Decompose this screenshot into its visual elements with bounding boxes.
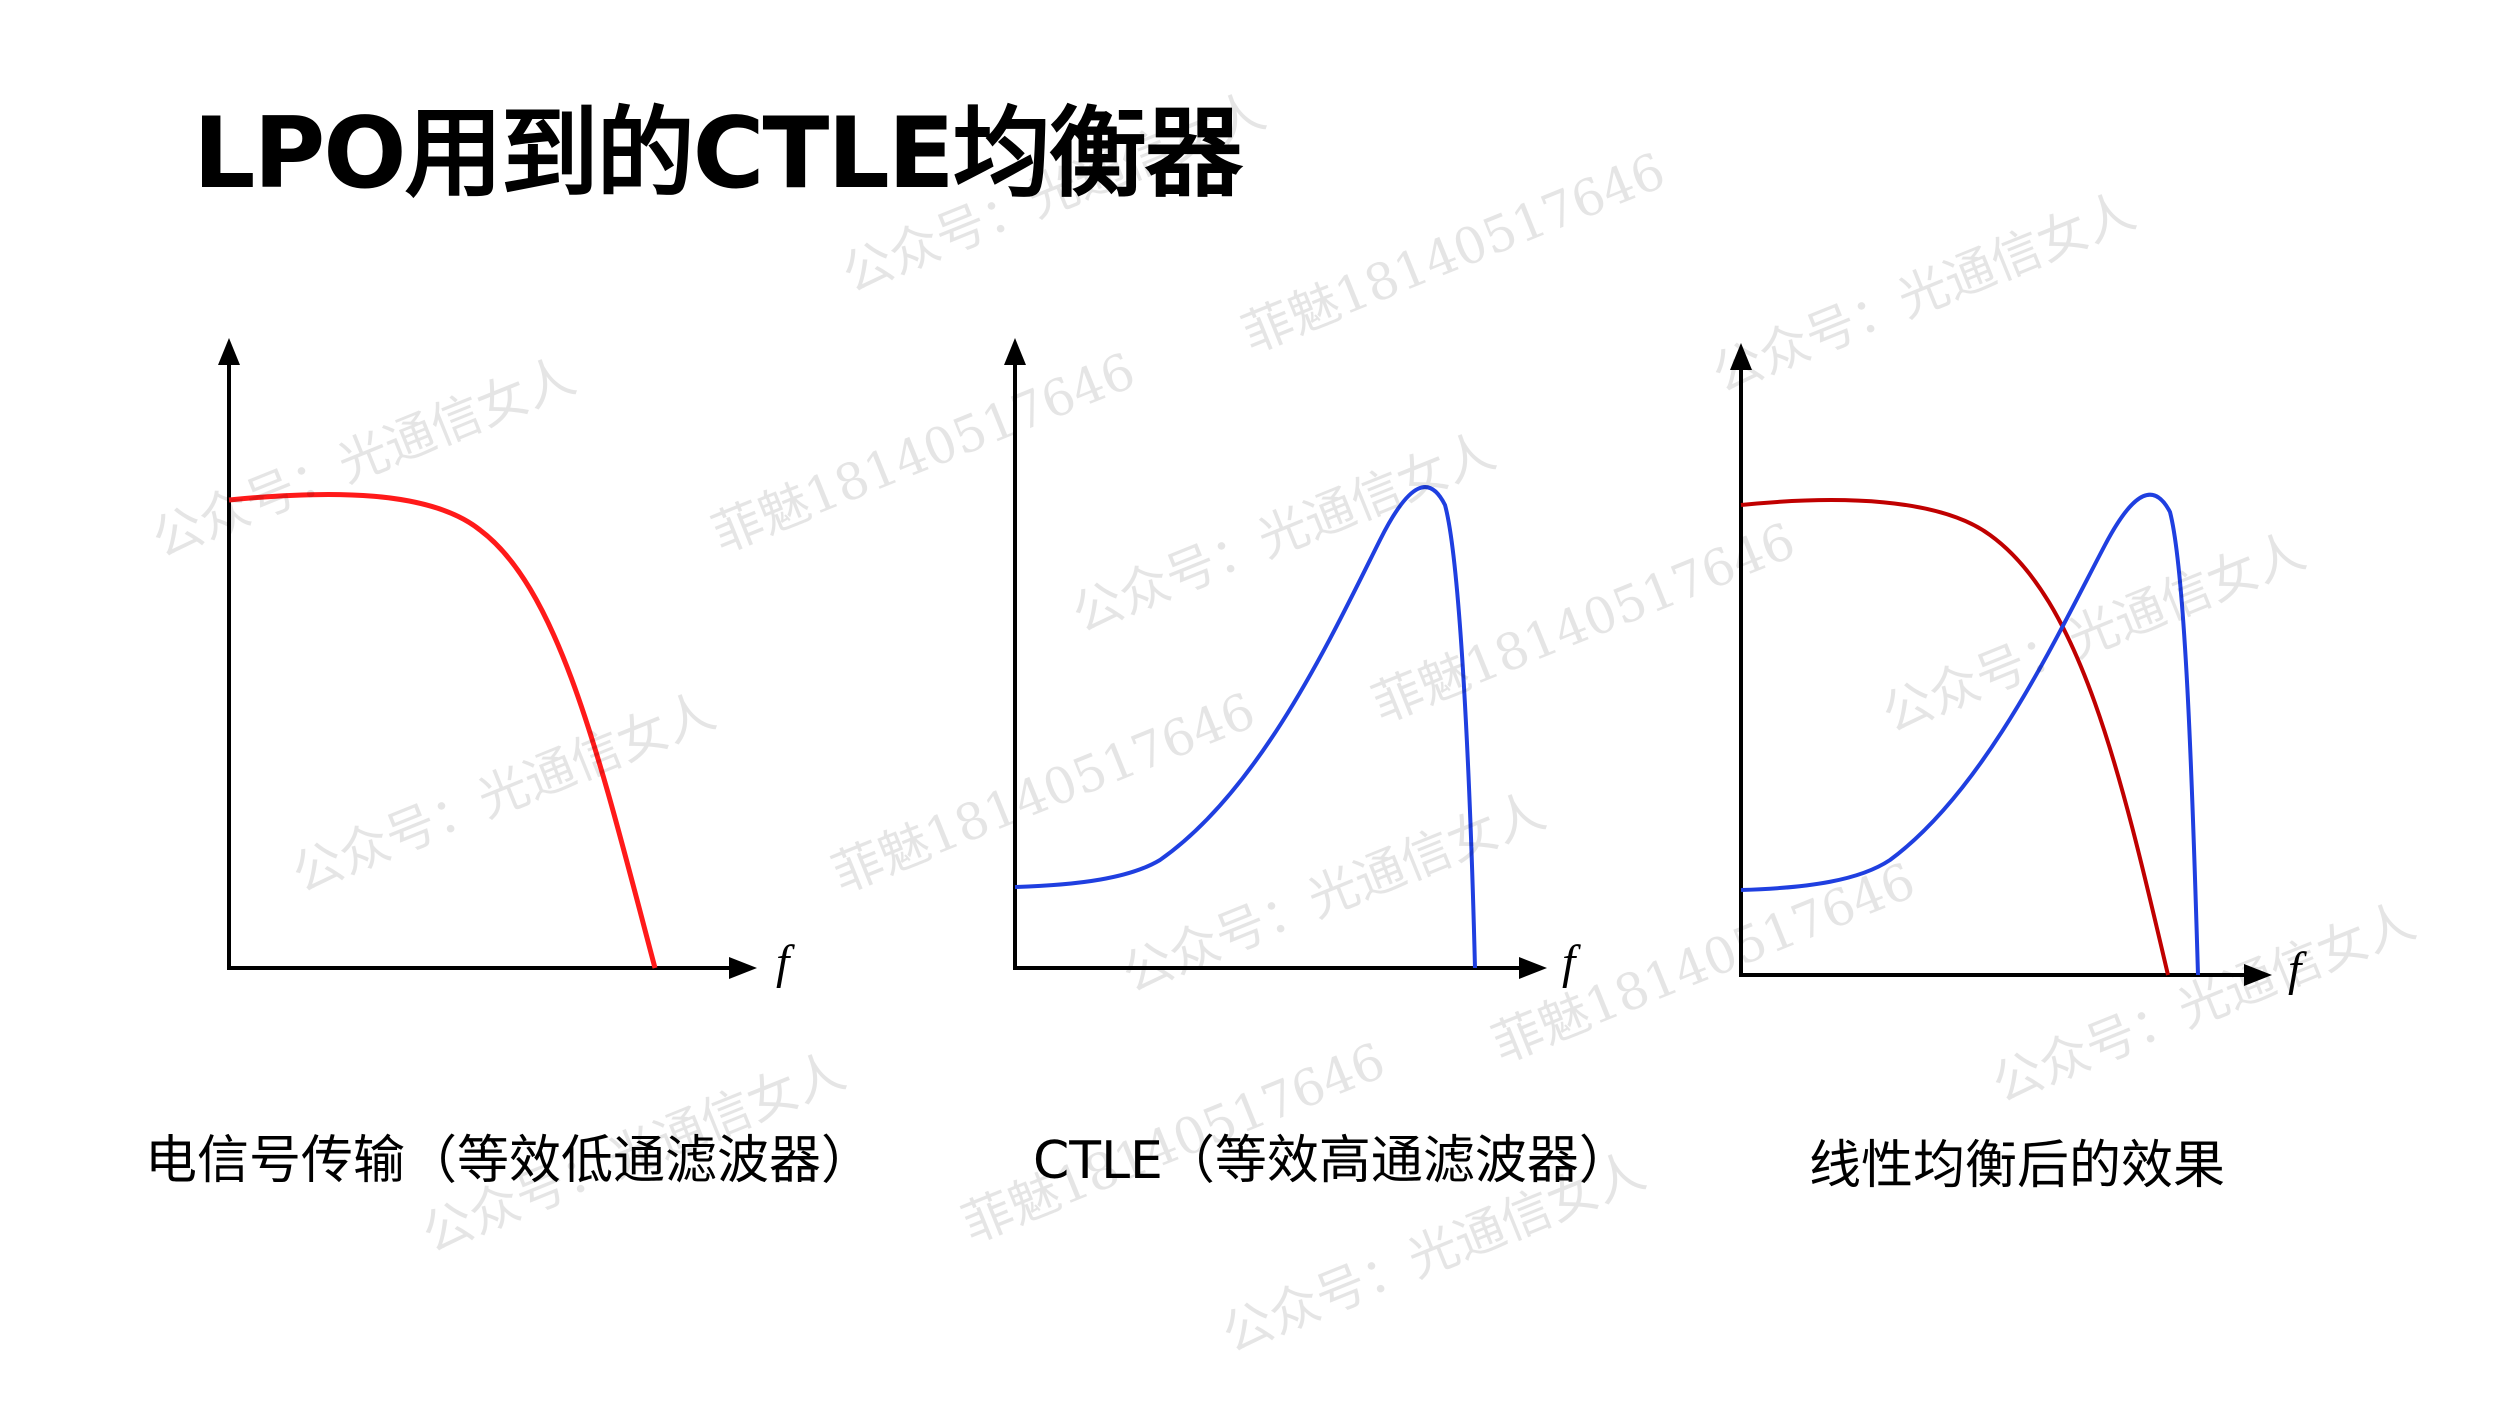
highpass-curve — [1740, 492, 2200, 976]
panel-combined: f — [1730, 343, 2307, 996]
caption-combined: 线性均衡后的效果 — [1809, 1136, 2226, 1196]
x-axis-label: f — [776, 936, 795, 989]
y-axis-arrow-icon — [1004, 338, 1026, 365]
x-axis-label: f — [2288, 943, 2307, 996]
caption-highpass: CTLE（等效高通滤波器） — [1033, 1131, 1631, 1191]
lowpass-curve — [228, 491, 658, 969]
slide-title: LPO用到的CTLE均衡器 — [193, 97, 1243, 211]
caption-lowpass: 电信号传输（等效低通滤波器） — [145, 1131, 874, 1191]
panel-highpass: f — [1004, 338, 1581, 989]
x-axis-arrow-icon — [1519, 957, 1547, 979]
x-axis-label: f — [1562, 936, 1581, 989]
x-axis-arrow-icon — [2244, 964, 2272, 986]
highpass-curve — [1014, 485, 1477, 969]
panel-lowpass: f — [218, 338, 795, 989]
y-axis-arrow-icon — [1730, 343, 1752, 370]
y-axis-arrow-icon — [218, 338, 240, 365]
lowpass-curve — [1740, 498, 2170, 976]
x-axis-arrow-icon — [729, 957, 757, 979]
